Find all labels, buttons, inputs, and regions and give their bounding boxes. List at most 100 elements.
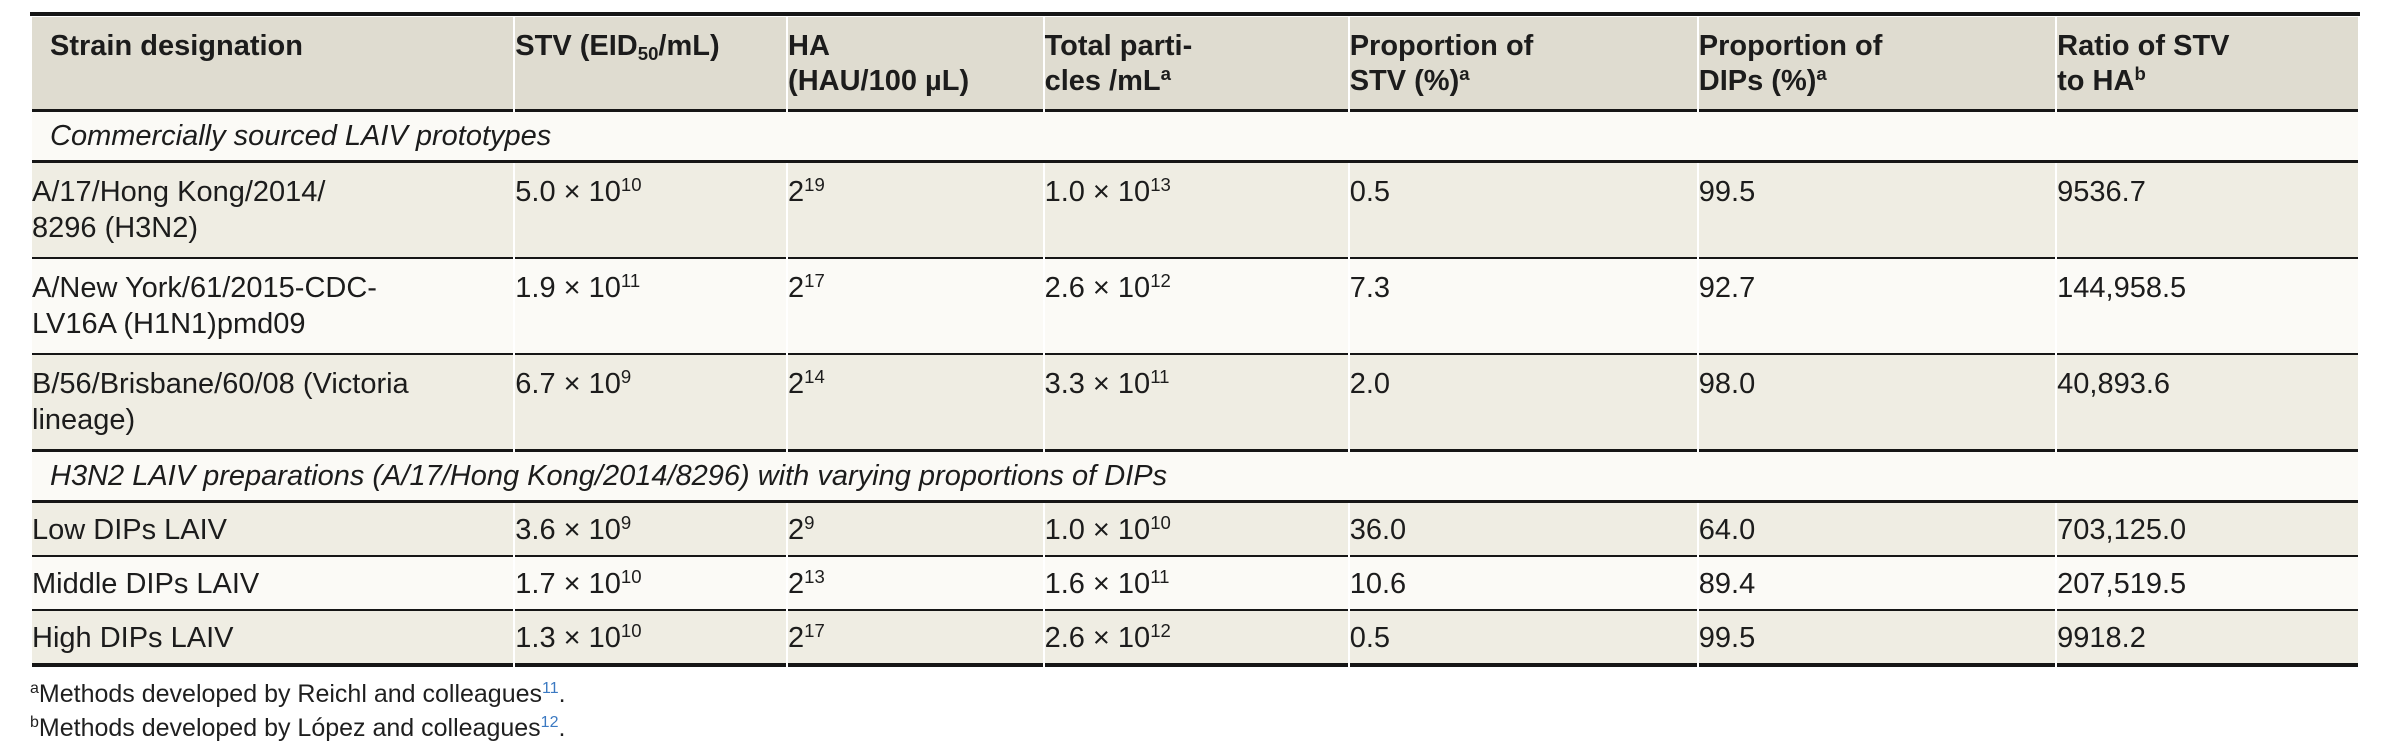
- cell-proportion-stv: 0.5: [1349, 611, 1697, 667]
- header-label-line1: Proportion of: [1698, 30, 1883, 62]
- strain-name-line2: 8296 (H3N2): [32, 212, 199, 244]
- header-proportion-stv: Proportion of STV (%)a: [1349, 17, 1697, 112]
- footnote-marker-a: a: [1816, 62, 1827, 84]
- value-exponent: 9: [804, 511, 815, 533]
- header-label-line2: STV (%): [1349, 65, 1460, 97]
- footnote-marker-a: a: [30, 680, 39, 698]
- cell-ha: 214: [788, 355, 1043, 452]
- section-label: H3N2 LAIV preparations (A/17/Hong Kong/2…: [32, 452, 2358, 503]
- header-total-particles: Total parti- cles /mLa: [1044, 17, 1348, 112]
- cell-strain: A/17/Hong Kong/2014/ 8296 (H3N2): [32, 163, 514, 259]
- cell-ha: 213: [788, 557, 1043, 611]
- value-exponent: 10: [620, 565, 642, 587]
- cell-ha: 29: [788, 503, 1043, 557]
- section-row-commercial: Commercially sourced LAIV prototypes: [32, 112, 2358, 163]
- cell-proportion-dips: 89.4: [1698, 557, 2056, 611]
- value-base: 2.6 × 10: [1044, 272, 1151, 304]
- header-label-line1: HA: [788, 30, 830, 62]
- cell-strain: Middle DIPs LAIV: [32, 557, 514, 611]
- cell-total-particles: 2.6 × 1012: [1044, 259, 1348, 355]
- value-base: 3.3 × 10: [1044, 368, 1151, 400]
- cell-proportion-dips: 99.5: [1698, 611, 2056, 667]
- header-proportion-dips: Proportion of DIPs (%)a: [1698, 17, 2056, 112]
- footnote-text: Methods developed by López and colleague…: [38, 714, 541, 742]
- table-row: B/56/Brisbane/60/08 (Victoria lineage) 6…: [32, 355, 2358, 452]
- header-label: /mL): [658, 30, 720, 62]
- strain-name-line1: Low DIPs LAIV: [32, 514, 228, 546]
- value-base: 3.6 × 10: [515, 514, 621, 546]
- cell-ratio: 9918.2: [2057, 611, 2358, 667]
- cell-ratio: 40,893.6: [2057, 355, 2358, 452]
- footnote-period: .: [558, 714, 566, 742]
- value-exponent: 11: [620, 269, 641, 291]
- cell-ratio: 144,958.5: [2057, 259, 2358, 355]
- header-label-line1: Ratio of STV: [2057, 30, 2230, 62]
- cell-stv: 6.7 × 109: [515, 355, 787, 452]
- value-exponent: 13: [804, 565, 825, 587]
- subscript-50: 50: [637, 43, 659, 65]
- value-exponent: 10: [1150, 511, 1171, 533]
- cell-proportion-dips: 99.5: [1698, 163, 2056, 259]
- header-strain-designation: Strain designation: [32, 17, 514, 112]
- table-top-rule: [30, 12, 2360, 17]
- citation-ref-link-12[interactable]: 12: [540, 714, 559, 732]
- value-exponent: 9: [620, 365, 632, 387]
- cell-ha: 217: [788, 259, 1043, 355]
- cell-stv: 1.3 × 1010: [515, 611, 787, 667]
- value-exponent: 19: [804, 173, 825, 195]
- value-exponent: 12: [1150, 269, 1171, 291]
- strain-name-line2: lineage): [32, 404, 136, 436]
- table-row: A/New York/61/2015-CDC- LV16A (H1N1)pmd0…: [32, 259, 2358, 355]
- strain-name-line2: LV16A (H1N1)pmd09: [32, 308, 306, 340]
- header-label-line2: cles /mL: [1044, 65, 1161, 97]
- footnote-marker-a: a: [1160, 62, 1171, 84]
- cell-proportion-stv: 36.0: [1349, 503, 1697, 557]
- section-label: Commercially sourced LAIV prototypes: [32, 112, 2358, 163]
- cell-strain: A/New York/61/2015-CDC- LV16A (H1N1)pmd0…: [32, 259, 514, 355]
- cell-ratio: 703,125.0: [2057, 503, 2358, 557]
- value-base: 2: [788, 622, 805, 654]
- cell-total-particles: 1.6 × 1011: [1044, 557, 1348, 611]
- footnote-period: .: [558, 680, 566, 708]
- table-row: Low DIPs LAIV 3.6 × 109 29 1.0 × 1010 36…: [32, 503, 2358, 557]
- footnote-marker-b: b: [2134, 62, 2146, 84]
- strain-name-line1: Middle DIPs LAIV: [32, 568, 260, 600]
- cell-ha: 219: [788, 163, 1043, 259]
- header-label-line2: to HA: [2057, 65, 2135, 97]
- footnote-marker-b: b: [30, 714, 39, 732]
- header-label-line2: (HAU/100 µL): [788, 65, 970, 97]
- cell-proportion-dips: 98.0: [1698, 355, 2056, 452]
- header-label-line1: Total parti-: [1044, 30, 1193, 62]
- header-ha: HA (HAU/100 µL): [788, 17, 1043, 112]
- cell-proportion-stv: 2.0: [1349, 355, 1697, 452]
- cell-proportion-dips: 92.7: [1698, 259, 2056, 355]
- laiv-characterization-table: Strain designation STV (EID50/mL) HA (HA…: [30, 17, 2360, 667]
- value-base: 6.7 × 10: [515, 368, 621, 400]
- cell-proportion-stv: 10.6: [1349, 557, 1697, 611]
- value-base: 1.6 × 10: [1044, 568, 1151, 600]
- cell-total-particles: 3.3 × 1011: [1044, 355, 1348, 452]
- value-base: 2: [788, 568, 805, 600]
- table-footnotes: aMethods developed by Reichl and colleag…: [30, 677, 2360, 745]
- value-base: 2: [788, 176, 805, 208]
- cell-strain: B/56/Brisbane/60/08 (Victoria lineage): [32, 355, 514, 452]
- cell-proportion-stv: 7.3: [1349, 259, 1697, 355]
- cell-total-particles: 1.0 × 1013: [1044, 163, 1348, 259]
- value-base: 1.3 × 10: [515, 622, 621, 654]
- header-row: Strain designation STV (EID50/mL) HA (HA…: [32, 17, 2358, 112]
- citation-ref-link-11[interactable]: 11: [542, 680, 559, 698]
- value-exponent: 14: [804, 365, 825, 387]
- footnote-marker-a: a: [1459, 62, 1470, 84]
- table-container: Strain designation STV (EID50/mL) HA (HA…: [30, 12, 2360, 667]
- value-base: 5.0 × 10: [515, 176, 621, 208]
- strain-name-line1: B/56/Brisbane/60/08 (Victoria: [32, 368, 409, 400]
- value-base: 1.9 × 10: [515, 272, 621, 304]
- header-label: Strain designation: [50, 30, 303, 62]
- value-exponent: 12: [1150, 619, 1171, 641]
- cell-stv: 3.6 × 109: [515, 503, 787, 557]
- cell-strain: Low DIPs LAIV: [32, 503, 514, 557]
- table-row: Middle DIPs LAIV 1.7 × 1010 213 1.6 × 10…: [32, 557, 2358, 611]
- value-exponent: 11: [1150, 365, 1170, 387]
- value-base: 2: [788, 368, 805, 400]
- footnote-a: aMethods developed by Reichl and colleag…: [30, 677, 2360, 711]
